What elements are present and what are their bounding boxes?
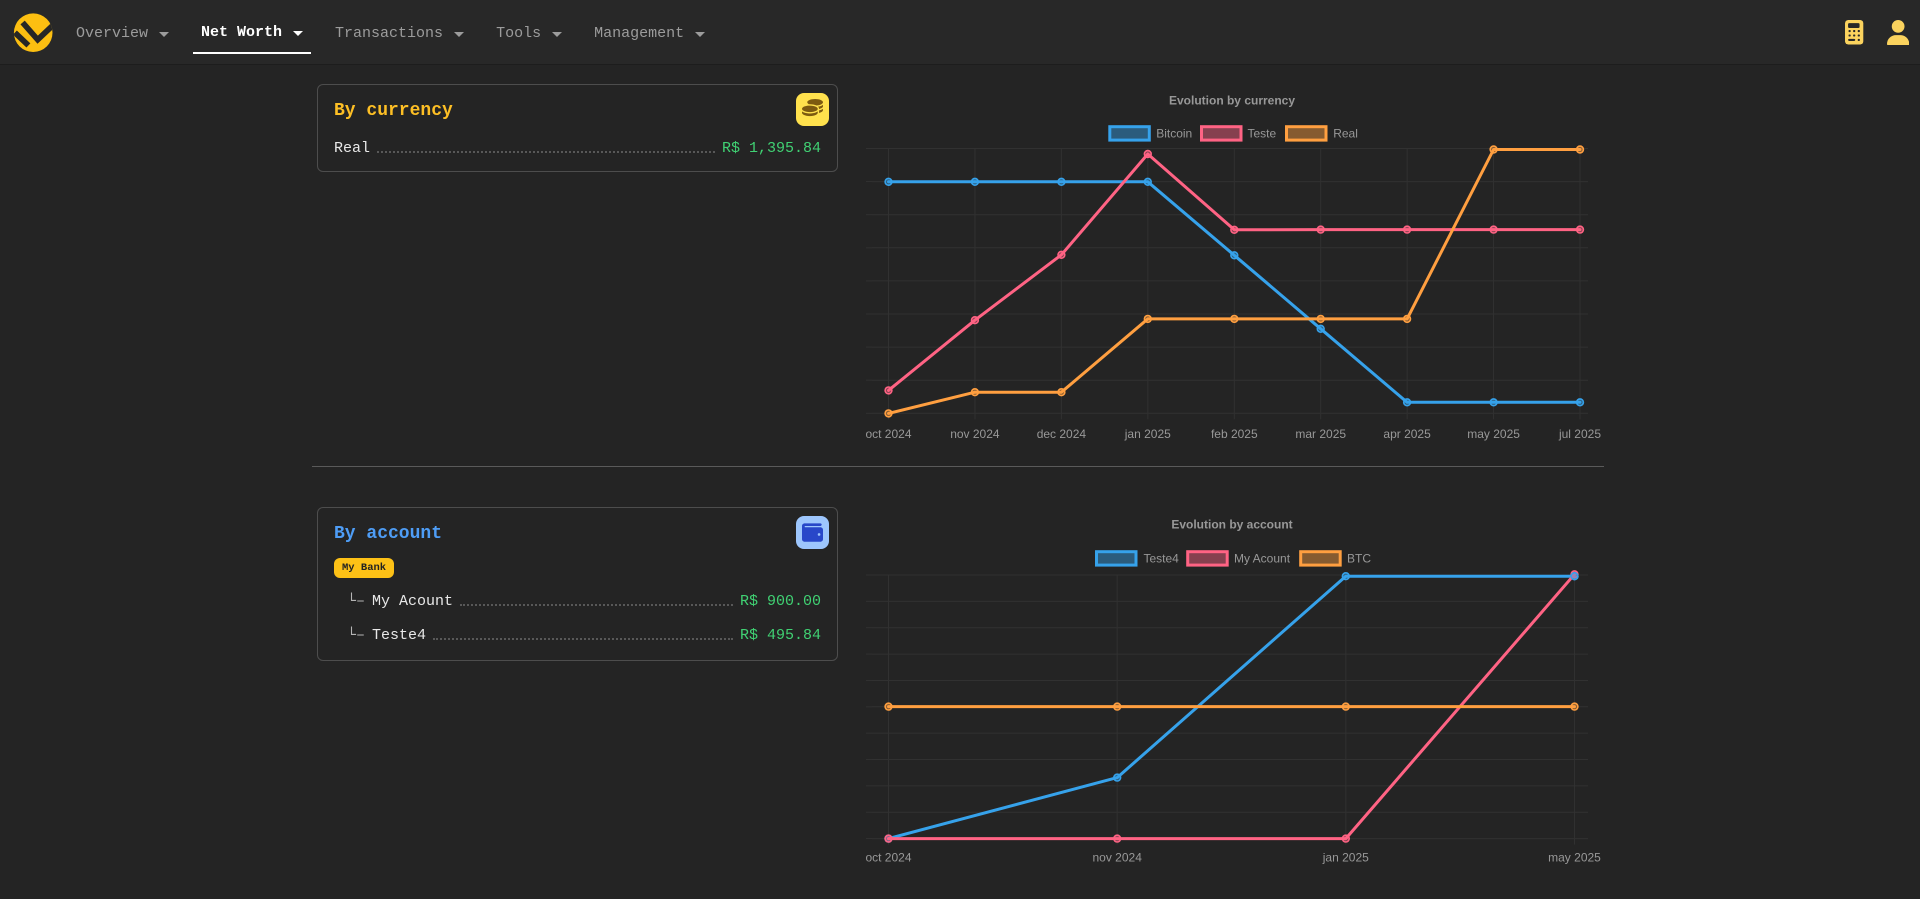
svg-text:jan 2025: jan 2025 xyxy=(1322,850,1369,864)
svg-text:Teste: Teste xyxy=(1248,127,1277,141)
svg-text:jan 2025: jan 2025 xyxy=(1124,427,1171,441)
svg-text:Real: Real xyxy=(1333,127,1358,141)
svg-text:nov 2024: nov 2024 xyxy=(950,427,1000,441)
svg-text:mar 2025: mar 2025 xyxy=(1295,427,1346,441)
svg-text:nov 2024: nov 2024 xyxy=(1093,850,1143,864)
svg-text:oct 2024: oct 2024 xyxy=(865,850,911,864)
svg-text:apr 2025: apr 2025 xyxy=(1383,427,1431,441)
svg-text:Evolution by currency: Evolution by currency xyxy=(1169,94,1295,108)
svg-text:My Acount: My Acount xyxy=(1234,552,1291,566)
svg-text:Bitcoin: Bitcoin xyxy=(1156,127,1192,141)
svg-text:Teste4: Teste4 xyxy=(1144,552,1180,566)
svg-text:oct 2024: oct 2024 xyxy=(865,427,911,441)
svg-text:dec 2024: dec 2024 xyxy=(1037,427,1087,441)
svg-text:may 2025: may 2025 xyxy=(1467,427,1520,441)
svg-text:may 2025: may 2025 xyxy=(1548,850,1601,864)
svg-text:BTC: BTC xyxy=(1347,552,1371,566)
svg-text:Evolution by account: Evolution by account xyxy=(1171,518,1292,532)
svg-text:jul 2025: jul 2025 xyxy=(1558,427,1601,441)
svg-text:feb 2025: feb 2025 xyxy=(1211,427,1258,441)
